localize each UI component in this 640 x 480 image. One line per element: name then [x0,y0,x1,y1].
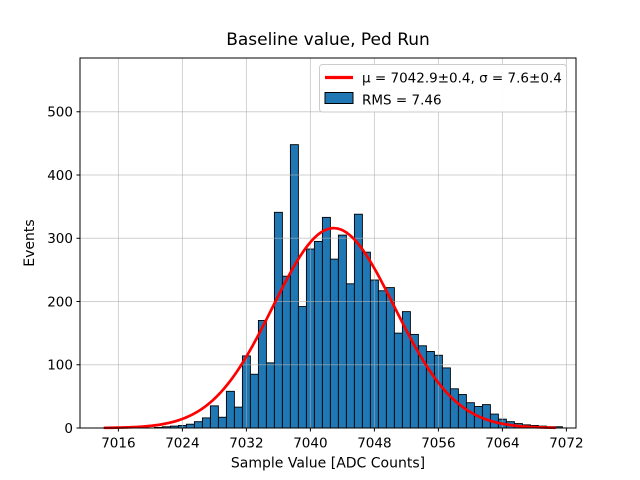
histogram-bar [289,144,299,429]
histogram-bar [265,362,275,429]
histogram-bar [393,332,403,429]
histogram-bar [425,351,435,429]
chart-title: Baseline value, Ped Run [226,30,430,50]
y-axis-label: Events [22,219,38,266]
legend-histogram-swatch [324,92,354,104]
histogram-bar [233,406,243,429]
histogram-bar [441,367,451,429]
histogram-bar [385,287,395,429]
y-tick-label: 0 [64,421,73,437]
histogram-bar [185,423,195,429]
x-tick-label: 7064 [485,436,519,452]
x-tick-label: 7040 [293,436,327,452]
gaussian-fit-curve [103,226,557,430]
x-tick-label: 7016 [101,436,135,452]
histogram-bar [249,373,259,429]
legend-fit-label: μ = 7042.9±0.4, σ = 7.6±0.4 [362,71,562,87]
histogram-bar [377,290,387,429]
histogram-bar [345,283,355,429]
legend-box [319,64,567,113]
y-tick-label: 100 [47,358,73,374]
histogram-bar [449,388,459,429]
histogram-bar [329,258,339,429]
legend-rms-label: RMS = 7.46 [362,93,442,109]
axes-spines [79,57,577,429]
x-tick-label: 7048 [357,436,391,452]
histogram-bar [361,251,371,429]
histogram-bar [273,211,283,429]
y-tick-label: 400 [47,168,73,184]
histogram-bar [217,416,227,429]
histogram-bar [281,275,291,429]
histogram-bar [193,421,203,429]
histogram-bar [457,394,467,429]
histogram-bar [481,404,491,429]
y-tick-label: 200 [47,294,73,310]
histogram-bar [209,405,219,429]
histogram-bar [297,306,307,429]
histogram-bar [257,320,267,429]
histogram-bar [465,402,475,429]
histogram-bar [201,417,211,429]
y-tick-label: 500 [47,105,73,121]
histogram-bar [225,390,235,429]
y-tick-label: 300 [47,231,73,247]
histogram-bar [321,216,331,429]
x-tick-label: 7056 [421,436,455,452]
x-tick-label: 7024 [165,436,199,452]
histogram-bar [337,234,347,429]
x-axis-label: Sample Value [ADC Counts] [231,456,425,472]
histogram-bar [313,240,323,429]
plot-area: 7016 7024 7032 7040 7048 7056 7064 7072 0 100 200 3… [47,57,584,452]
legend: μ = 7042.9±0.4, σ = 7.6±0.4 RMS = 7.46 [319,64,567,113]
x-tick-label: 7072 [549,436,583,452]
x-tick-label: 7032 [229,436,263,452]
